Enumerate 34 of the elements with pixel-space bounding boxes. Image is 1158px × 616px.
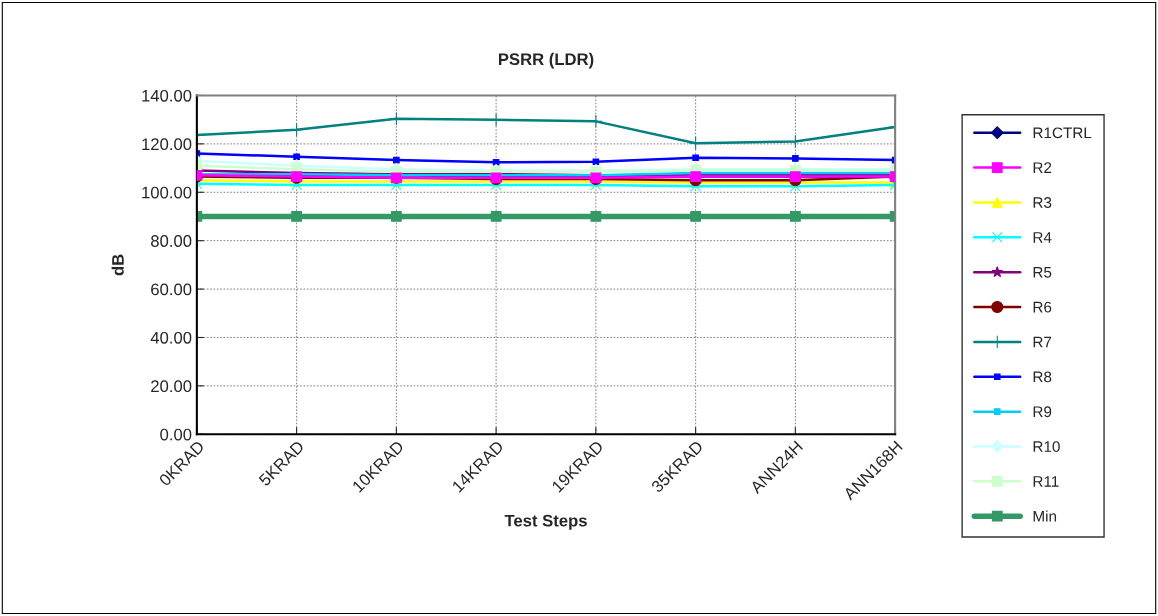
point [592,158,600,166]
point [490,211,502,222]
point [390,211,402,222]
point [790,211,801,222]
legend-label: R3 [1033,197,1052,208]
y-tick-label: 80.00 [151,235,192,247]
y-axis-title: dB [111,254,124,276]
legend-label: R2 [1033,162,1052,173]
chart-title: PSRR (LDR) [498,52,594,69]
legend-label: R9 [1033,406,1052,418]
legend-label: R6 [1033,301,1052,313]
legend-label: R8 [1033,371,1052,383]
legend-label: R4 [1033,232,1052,243]
legend-label: R7 [1033,336,1052,348]
legend-label: R11 [1033,476,1059,487]
point [792,155,799,162]
legend-label: Min [1033,510,1057,522]
point [590,211,602,222]
point [393,156,400,164]
point [692,154,699,161]
point [293,153,300,160]
point [690,211,702,222]
legend-label: R10 [1033,441,1060,452]
y-tick-label: 0.00 [160,428,192,441]
y-tick-label: 140.00 [142,89,192,102]
y-tick-label: 100.00 [142,186,192,199]
point [291,211,302,222]
y-tick-label: 60.00 [151,283,192,296]
y-tick-label: 120.00 [142,138,192,151]
y-tick-label: 20.00 [151,380,192,393]
legend-label: R5 [1033,267,1052,278]
legend-label: R1CTRL [1033,127,1092,139]
y-tick-label: 40.00 [150,331,192,344]
x-axis-title: Test Steps [504,514,587,530]
